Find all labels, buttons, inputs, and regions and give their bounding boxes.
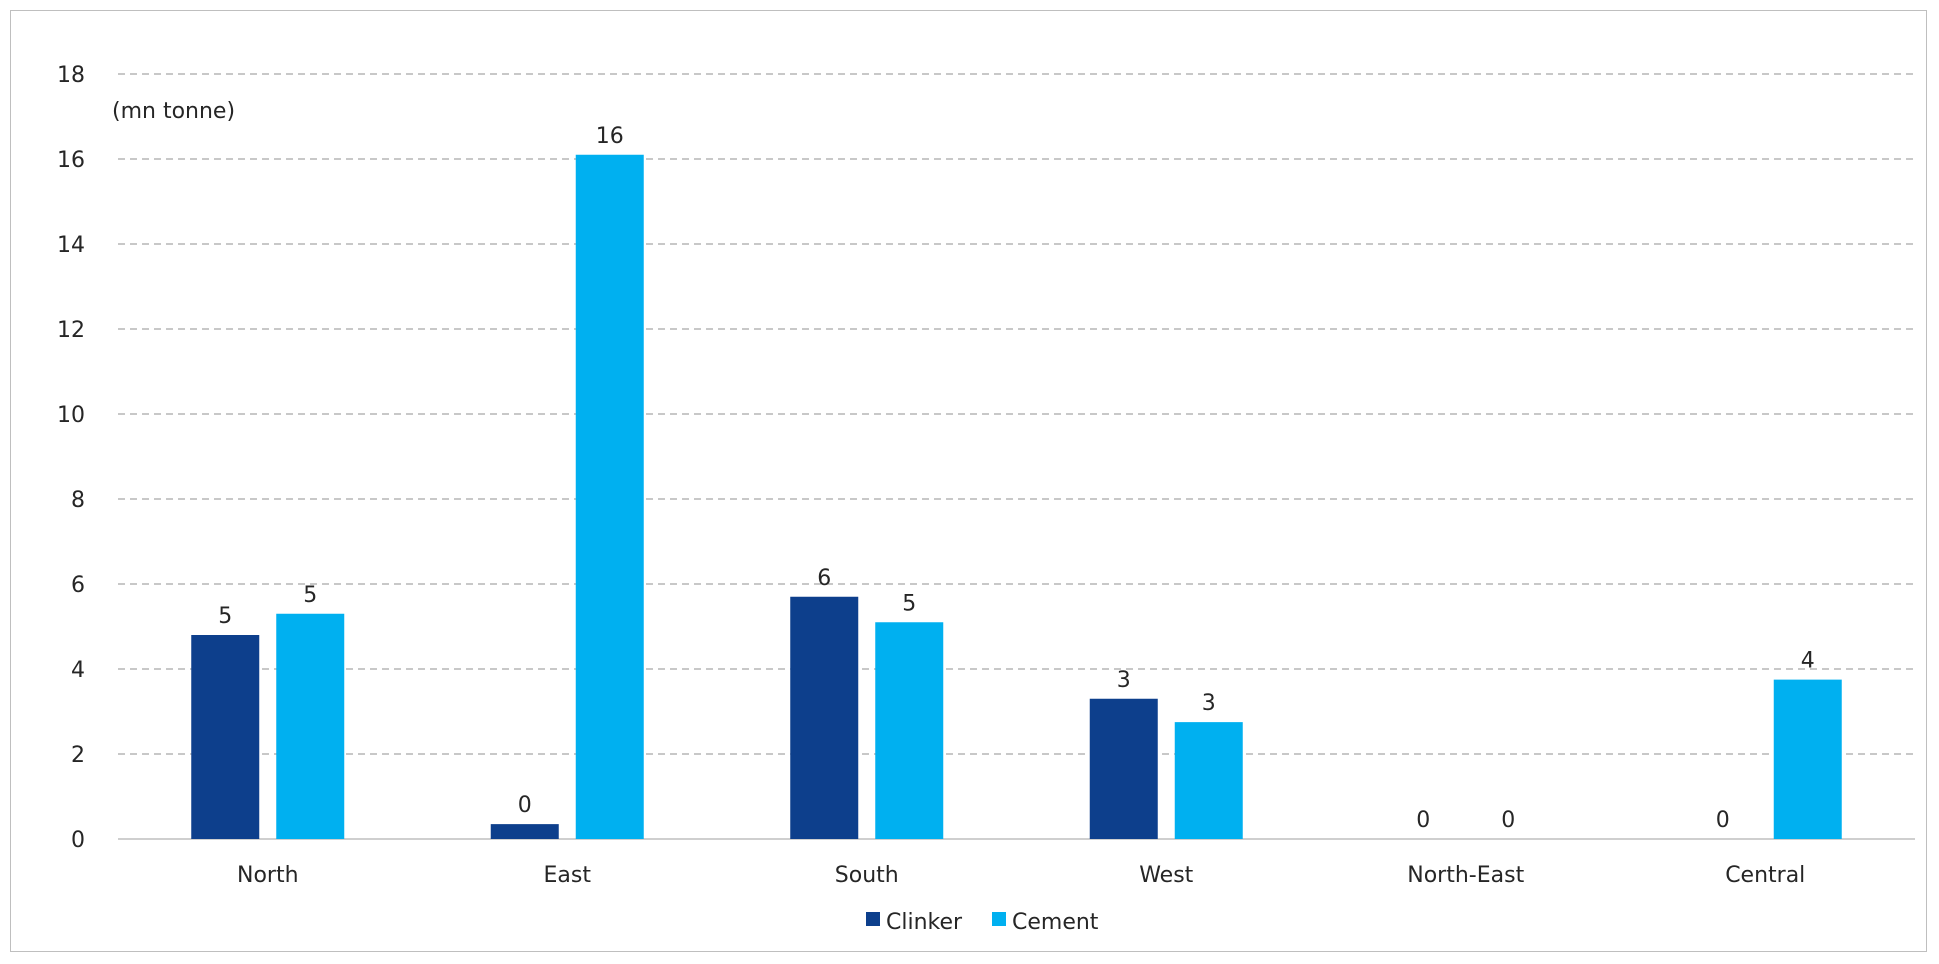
y-tick-label: 18 [57,63,85,88]
data-label: 5 [303,583,317,608]
y-tick-label: 4 [71,658,85,683]
data-label: 16 [596,124,624,149]
legend-label: Clinker [886,910,963,935]
y-tick-label: 14 [57,233,85,258]
bar-cement-south [875,622,944,839]
y-tick-label: 2 [71,743,85,768]
data-label: 3 [1202,691,1216,716]
x-tick-label: West [1139,863,1193,888]
bar-cement-central [1773,679,1842,839]
y-tick-label: 0 [71,828,85,853]
data-label: 0 [1416,808,1430,833]
bar-clinker-east [490,824,559,839]
x-tick-label: North-East [1407,863,1524,888]
data-label: 0 [518,793,532,818]
x-tick-label: East [544,863,592,888]
y-tick-label: 8 [71,488,85,513]
legend-label: Cement [1012,910,1099,935]
bar-clinker-north [191,635,260,839]
y-tick-label: 10 [57,403,85,428]
data-label: 5 [902,591,916,616]
data-label: 0 [1716,808,1730,833]
data-label: 3 [1117,668,1131,693]
y-tick-label: 6 [71,573,85,598]
bar-cement-east [575,154,644,839]
x-tick-label: South [835,863,899,888]
data-label: 5 [218,604,232,629]
legend-swatch-clinker [866,912,880,926]
data-label: 4 [1801,649,1815,674]
bar-clinker-south [790,596,859,839]
bar-cement-west [1174,722,1243,839]
bar-clinker-west [1089,698,1158,839]
legend-swatch-cement [992,912,1006,926]
y-unit-label: (mn tonne) [112,99,235,124]
y-tick-label: 12 [57,318,85,343]
x-tick-label: North [237,863,299,888]
x-tick-label: Central [1725,863,1805,888]
data-label: 0 [1501,808,1515,833]
data-label: 6 [817,566,831,591]
y-tick-label: 16 [57,148,85,173]
bar-cement-north [276,613,345,839]
